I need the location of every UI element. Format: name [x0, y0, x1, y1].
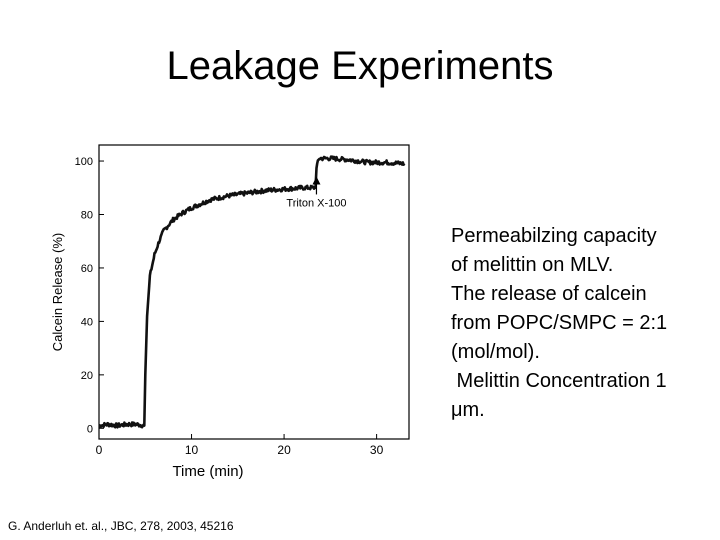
description-line: of melittin on MLV. — [451, 254, 614, 276]
annotation-layer: Triton X-100 — [286, 176, 347, 209]
calcein-release-chart: 0 20 40 60 80 100 0 10 20 30 Triton X-100 Calcei… — [40, 120, 450, 480]
annotation-label: Triton X-100 — [286, 197, 346, 209]
x-tick-label: 20 — [277, 443, 291, 457]
description-line: (mol/mol). — [451, 341, 540, 363]
x-axis-ticks: 0 10 20 30 — [96, 434, 384, 457]
chart-svg: 0 20 40 60 80 100 0 10 20 30 Triton X-100 Calcei… — [50, 144, 410, 480]
x-axis-label: Time (min) — [172, 463, 243, 480]
citation: G. Anderluh et. al., JBC, 278, 2003, 452… — [8, 519, 234, 533]
x-tick-label: 30 — [370, 443, 384, 457]
y-tick-label: 40 — [81, 316, 93, 328]
y-tick-label: 80 — [81, 209, 93, 221]
description-line: μm. — [451, 399, 485, 421]
y-tick-label: 100 — [75, 156, 93, 168]
slide-title: Leakage Experiments — [166, 44, 554, 88]
description-line: from POPC/SMPC = 2:1 — [451, 312, 668, 334]
x-tick-label: 10 — [185, 443, 199, 457]
annotation-arrowhead — [312, 176, 321, 185]
description-line: Permeabilzing capacity — [451, 225, 657, 247]
y-tick-label: 0 — [87, 423, 93, 435]
y-tick-label: 20 — [81, 370, 93, 382]
description-text: Permeabilzing capacity of melittin on ML… — [451, 222, 713, 425]
description-line: Melittin Concentration 1 — [451, 370, 667, 392]
y-axis-ticks: 0 20 40 60 80 100 — [75, 156, 104, 435]
description-line: The release of calcein — [451, 283, 647, 305]
y-tick-label: 60 — [81, 263, 93, 275]
y-axis-label: Calcein Release (%) — [50, 233, 65, 352]
x-tick-label: 0 — [96, 443, 103, 457]
series-line — [98, 155, 406, 429]
